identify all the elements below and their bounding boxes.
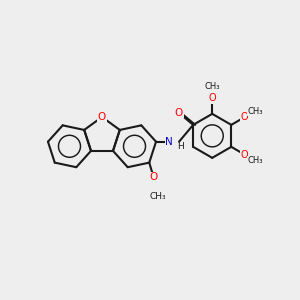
Text: O: O (241, 150, 248, 160)
Text: O: O (149, 172, 158, 182)
Text: CH₃: CH₃ (149, 192, 166, 201)
Text: O: O (208, 94, 216, 103)
Text: H: H (177, 142, 184, 151)
Text: O: O (98, 112, 106, 122)
Text: CH₃: CH₃ (205, 82, 220, 91)
Text: O: O (175, 108, 183, 118)
Text: CH₃: CH₃ (248, 156, 263, 165)
Text: N: N (165, 137, 173, 147)
Text: CH₃: CH₃ (248, 106, 263, 116)
Text: O: O (241, 112, 248, 122)
